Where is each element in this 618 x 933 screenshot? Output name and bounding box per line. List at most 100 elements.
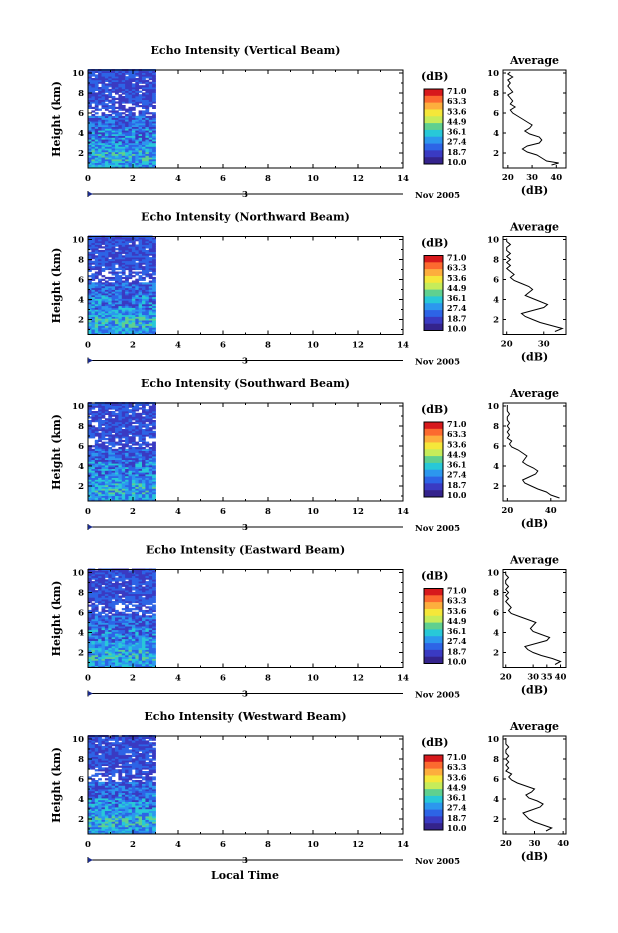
colorbar-tick-label: 36.1 [447,626,466,636]
profile-y-tick-label: 6 [493,109,499,119]
heatmap-cell [112,96,116,98]
profile-line [508,72,559,165]
profile-x-tick-label: 40 [550,173,562,183]
heatmap-cell [132,275,136,277]
y-tick-label: 4 [78,629,84,639]
heatmap-cell [95,116,99,118]
profile-y-tick-label: 2 [493,316,499,326]
heatmap-cell [132,425,136,427]
heatmap-cell [108,282,112,284]
heatmap-cell [139,282,143,284]
colorbar-swatch [424,150,443,157]
heatmap-cell [98,116,102,118]
colorbar-swatch [424,477,443,484]
heatmap-cell [102,268,106,270]
colorbar-swatch [424,96,443,103]
heatmap-cell [115,101,119,103]
heatmap-cell [129,608,133,610]
heatmap-cell [102,615,106,617]
heatmap-cell [115,610,119,612]
heatmap-cell [142,282,146,284]
colorbar-tick-label: 10.0 [447,490,467,500]
heatmap-cell [105,277,109,279]
heatmap-cell [102,282,106,284]
heatmap-cell [88,275,92,277]
heatmap-cell [139,85,143,87]
y-tick-label: 8 [78,589,84,599]
colorbar-swatch [424,470,443,477]
heatmap-cell [142,277,146,279]
colorbar-swatch [424,283,443,290]
profile-x-tick-label: 40 [545,506,557,516]
profile-line [507,239,563,332]
x-tick-label: 6 [220,674,226,684]
heatmap-cell [125,114,129,116]
heatmap-cell [135,442,139,444]
heatmap-cells [88,402,156,501]
heatmap-cell [145,282,149,284]
profile-title: Average [509,54,559,67]
heatmap-cell [91,581,95,583]
profile-x-tick-label: 30 [527,673,539,683]
colorbar-tick-label: 27.4 [447,636,467,646]
profile-x-tick-label: 20 [501,340,513,350]
date-bar-marker [88,525,93,530]
heatmap-cells [88,236,156,335]
colorbar-swatch [424,262,443,269]
colorbar-swatch [424,650,443,657]
heatmap-cell [112,277,116,279]
heatmap-cell [118,596,122,598]
colorbar-swatch [424,616,443,623]
heatmap-cell [149,615,153,617]
profile-x-tick-label: 30 [526,173,538,183]
x-tick-label: 8 [265,674,271,684]
heatmap-cells [88,569,156,668]
heatmap-cell [149,447,153,449]
colorbar-tick-label: 63.3 [447,263,467,273]
colorbar-unit: (dB) [421,403,448,416]
profile-y-tick-label: 8 [493,422,499,432]
colorbar-tick-label: 53.6 [447,606,467,616]
colorbar-unit: (dB) [421,70,448,83]
heatmap-cell [102,250,106,252]
heatmap-cell [102,246,106,248]
colorbar-swatch [424,290,443,297]
heatmap-cell [112,116,116,118]
x-tick-label: 4 [175,341,181,351]
heatmap-cell [122,96,126,98]
colorbar-tick-label: 36.1 [447,127,466,137]
heatmap-cell [125,581,129,583]
heatmap-cell [118,612,122,614]
y-axis-label: Height (km) [50,414,63,490]
heatmap-cell [129,570,133,572]
profile-title: Average [509,221,559,234]
heatmap-cell [149,116,153,118]
heatmap-cell [149,443,153,445]
date-bar-marker [88,192,93,197]
heatmap-cell [108,615,112,617]
x-tick-label: 0 [85,174,91,184]
profile-x-tick-label: 30 [538,340,550,350]
heatmap-cell [95,272,99,274]
heatmap-cell [135,272,139,274]
colorbar-swatch [424,116,443,123]
x-tick-label: 12 [352,174,364,184]
heatmap-cell [95,570,99,572]
x-tick-label: 6 [220,174,226,184]
heatmap-cell [115,252,119,254]
profile-y-tick-label: 6 [493,442,499,452]
profile-x-tick-label: 20 [502,173,514,183]
heatmap-cell [88,252,92,254]
y-tick-label: 10 [72,402,84,412]
heatmap-cell [91,107,95,109]
heatmap-cell [102,427,106,429]
colorbar-tick-label: 71.0 [447,419,467,429]
date-marker-label: 3 [242,190,248,200]
colorbar-swatch [424,310,443,317]
heatmap-cell [129,614,133,616]
heatmap-cell [112,411,116,413]
heatmap-cell [105,614,109,616]
heatmap-cell [135,78,139,80]
heatmap-cell [132,447,136,449]
